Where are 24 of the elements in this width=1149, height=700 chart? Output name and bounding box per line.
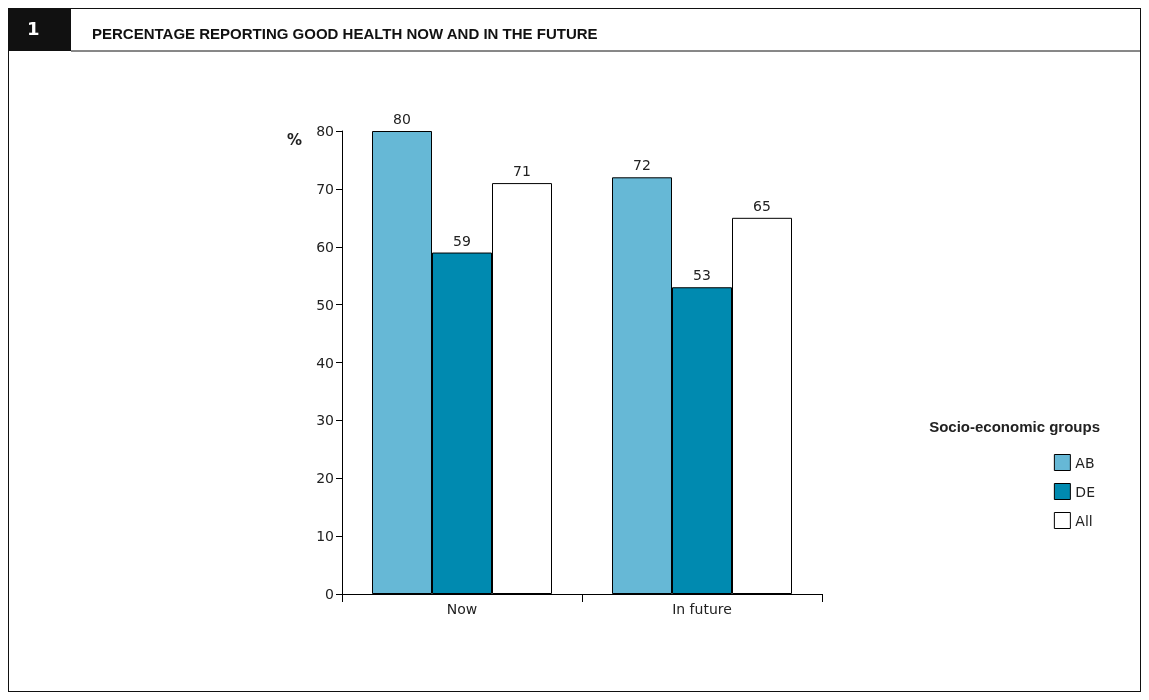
data-label: 65 [753, 197, 771, 214]
y-tick-label: 10 [316, 528, 334, 545]
y-tick-label: 30 [316, 412, 334, 429]
data-label: 71 [513, 163, 531, 180]
data-label: 72 [633, 157, 651, 174]
y-tick-label: 0 [325, 586, 334, 602]
data-label: 59 [453, 232, 471, 249]
legend-label: AB [1075, 454, 1095, 471]
y-tick-label: 80 [316, 123, 334, 139]
legend-label: DE [1075, 483, 1096, 500]
y-tick-label: 40 [316, 354, 334, 371]
data-label: 80 [393, 111, 411, 127]
legend-label: All [1075, 512, 1093, 529]
y-axis-title: % [286, 131, 302, 149]
text: 1 [27, 17, 40, 39]
legend-title: Socio-economic groups [929, 418, 1101, 435]
chart-title: PERCENTAGE REPORTING GOOD HEALTH NOW AND IN THE FUTURE [92, 25, 598, 42]
data-label: 53 [693, 267, 711, 284]
y-tick-label: 50 [316, 296, 334, 313]
x-tick-label: Now [446, 601, 478, 617]
y-tick-label: 60 [316, 238, 334, 255]
y-tick-label: 70 [316, 180, 334, 197]
y-tick-label: 20 [316, 470, 334, 487]
x-tick-label: In future [672, 601, 732, 617]
